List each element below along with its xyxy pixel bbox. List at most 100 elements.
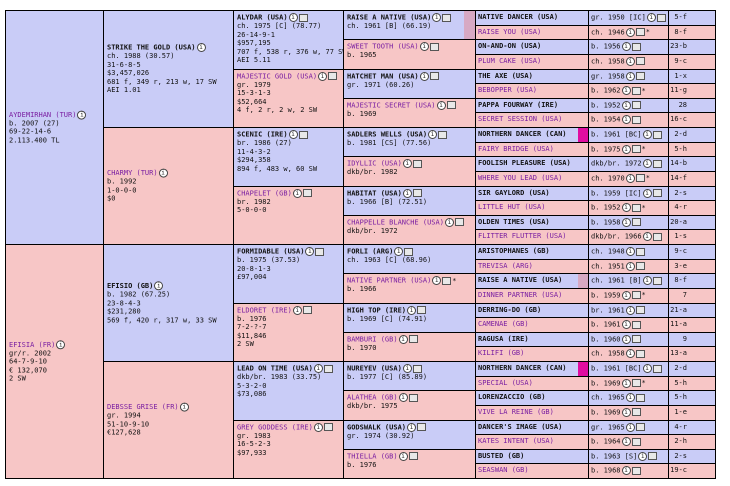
info-icon[interactable]: i (419, 71, 429, 81)
photo-icon[interactable] (656, 13, 666, 22)
horse-name-link[interactable]: CHAPPELLE BLANCHE (USA) (347, 218, 444, 227)
horse-name-link[interactable]: CAMENAE (GB) (478, 320, 529, 329)
info-icon[interactable]: i (642, 276, 652, 286)
info-icon[interactable]: i (625, 305, 635, 315)
photo-icon[interactable] (631, 408, 641, 417)
photo-icon[interactable] (631, 42, 641, 51)
horse-name-link[interactable]: MAJESTIC SECRET (USA) (347, 101, 436, 110)
info-icon[interactable]: i (419, 42, 429, 52)
horse-name-link[interactable]: FLITTER FLUTTER (USA) (478, 232, 567, 241)
photo-icon[interactable] (631, 101, 641, 110)
info-icon[interactable]: i (313, 422, 323, 432)
info-icon[interactable]: i (621, 115, 631, 125)
info-icon[interactable]: i (158, 168, 168, 178)
photo-icon[interactable] (635, 393, 645, 402)
info-icon[interactable]: i (642, 364, 652, 373)
horse-name-link[interactable]: LEAD ON TIME (USA) (237, 364, 313, 373)
photo-icon[interactable] (635, 72, 645, 80)
info-icon[interactable]: i (625, 173, 635, 183)
horse-name-link[interactable]: CHARMY (TUR) (107, 169, 158, 178)
info-icon[interactable]: i (402, 364, 412, 373)
photo-icon[interactable] (635, 174, 645, 183)
info-icon[interactable]: i (318, 71, 328, 81)
photo-icon[interactable] (635, 262, 645, 271)
horse-name-link[interactable]: BEBOPPER (USA) (478, 86, 538, 95)
info-icon[interactable]: i (625, 71, 635, 81)
photo-icon[interactable] (442, 276, 452, 285)
horse-name-link[interactable]: GODSWALK (USA) (347, 423, 407, 431)
photo-icon[interactable] (412, 364, 422, 373)
photo-icon[interactable] (631, 86, 641, 95)
photo-icon[interactable] (408, 393, 418, 402)
horse-name-link[interactable]: NUREYEV (USA) (347, 364, 402, 373)
horse-name-link[interactable]: FORLI (ARG) (347, 247, 394, 256)
photo-icon[interactable] (635, 423, 645, 431)
horse-name-link[interactable]: LORENZACCIO (GB) (478, 393, 546, 402)
horse-name-link[interactable]: BAMBURI (GB) (347, 335, 398, 344)
photo-icon[interactable] (298, 13, 308, 22)
horse-name-link[interactable]: ALYDAR (USA) (237, 13, 288, 22)
info-icon[interactable]: i (398, 393, 408, 403)
horse-name-link[interactable]: NATIVE DANCER (USA) (478, 13, 559, 21)
horse-name-link[interactable]: EFISIO (GB) (107, 281, 154, 290)
photo-icon[interactable] (404, 247, 414, 256)
horse-name-link[interactable]: NORTHERN DANCER (CAN) (478, 364, 567, 372)
info-icon[interactable]: i (621, 100, 631, 110)
info-icon[interactable]: i (625, 393, 635, 403)
info-icon[interactable]: i (625, 27, 635, 37)
horse-name-link[interactable]: ARISTOPHANES (GB) (478, 247, 550, 255)
photo-icon[interactable] (631, 466, 641, 475)
horse-name-link[interactable]: KATES INTENT (USA) (478, 437, 554, 446)
horse-name-link[interactable]: SADLERS WELLS (USA) (347, 130, 428, 139)
info-icon[interactable]: i (621, 144, 631, 154)
horse-name-link[interactable]: SPECIAL (USA) (478, 378, 533, 387)
horse-name-link[interactable]: IDYLLIC (USA) (347, 159, 402, 168)
horse-name-link[interactable]: DEBSSE GRISE (FR) (107, 403, 179, 412)
photo-icon[interactable] (631, 437, 641, 446)
horse-name-link[interactable]: SWEET TOOTH (USA) (347, 42, 419, 51)
info-icon[interactable]: i (407, 305, 417, 315)
photo-icon[interactable] (298, 130, 308, 139)
info-icon[interactable]: i (621, 466, 631, 476)
horse-name-link[interactable]: AYDEMIRHAN (TUR) (9, 110, 77, 119)
photo-icon[interactable] (454, 218, 464, 227)
horse-name-link[interactable]: SIR GAYLORD (USA) (478, 188, 550, 197)
info-icon[interactable]: i (621, 42, 631, 52)
horse-name-link[interactable]: FORMIDABLE (USA) (237, 247, 305, 256)
photo-icon[interactable] (417, 423, 427, 431)
horse-name-link[interactable]: EFISIA (FR) (9, 340, 56, 349)
horse-name-link[interactable]: ELDORET (IRE) (237, 306, 292, 314)
horse-name-link[interactable]: ON-AND-ON (USA) (478, 42, 542, 51)
info-icon[interactable]: i (621, 217, 631, 227)
horse-name-link[interactable]: TREVISA (ARG) (478, 261, 533, 270)
photo-icon[interactable] (652, 159, 662, 168)
info-icon[interactable]: i (394, 247, 404, 256)
photo-icon[interactable] (323, 423, 333, 431)
horse-name-link[interactable]: HIGH TOP (IRE) (347, 306, 407, 314)
info-icon[interactable]: i (196, 42, 206, 52)
photo-icon[interactable] (302, 189, 312, 197)
photo-icon[interactable] (635, 247, 645, 256)
info-icon[interactable]: i (432, 276, 442, 286)
photo-icon[interactable] (635, 349, 645, 358)
photo-icon[interactable] (635, 57, 645, 66)
photo-icon[interactable] (446, 101, 456, 110)
horse-name-link[interactable]: RAGUSA (IRE) (478, 334, 529, 343)
horse-name-link[interactable]: LITTLE HUT (USA) (478, 203, 546, 212)
info-icon[interactable]: i (621, 437, 631, 447)
info-icon[interactable]: i (642, 159, 652, 169)
photo-icon[interactable] (635, 28, 645, 37)
photo-icon[interactable] (302, 306, 312, 314)
horse-name-link[interactable]: STRIKE THE GOLD (USA) (107, 43, 196, 52)
horse-name-link[interactable]: HABITAT (USA) (347, 189, 402, 197)
info-icon[interactable]: i (638, 451, 648, 461)
horse-name-link[interactable]: BUSTED (GB) (478, 451, 525, 460)
info-icon[interactable]: i (432, 13, 442, 22)
photo-icon[interactable] (442, 13, 452, 22)
photo-icon[interactable] (652, 232, 662, 241)
photo-icon[interactable] (631, 291, 641, 300)
horse-name-link[interactable]: DANCER'S IMAGE (USA) (478, 422, 563, 431)
horse-name-link[interactable]: GREY GODDESS (IRE) (237, 423, 313, 431)
info-icon[interactable]: i (625, 261, 635, 271)
photo-icon[interactable] (631, 218, 641, 227)
